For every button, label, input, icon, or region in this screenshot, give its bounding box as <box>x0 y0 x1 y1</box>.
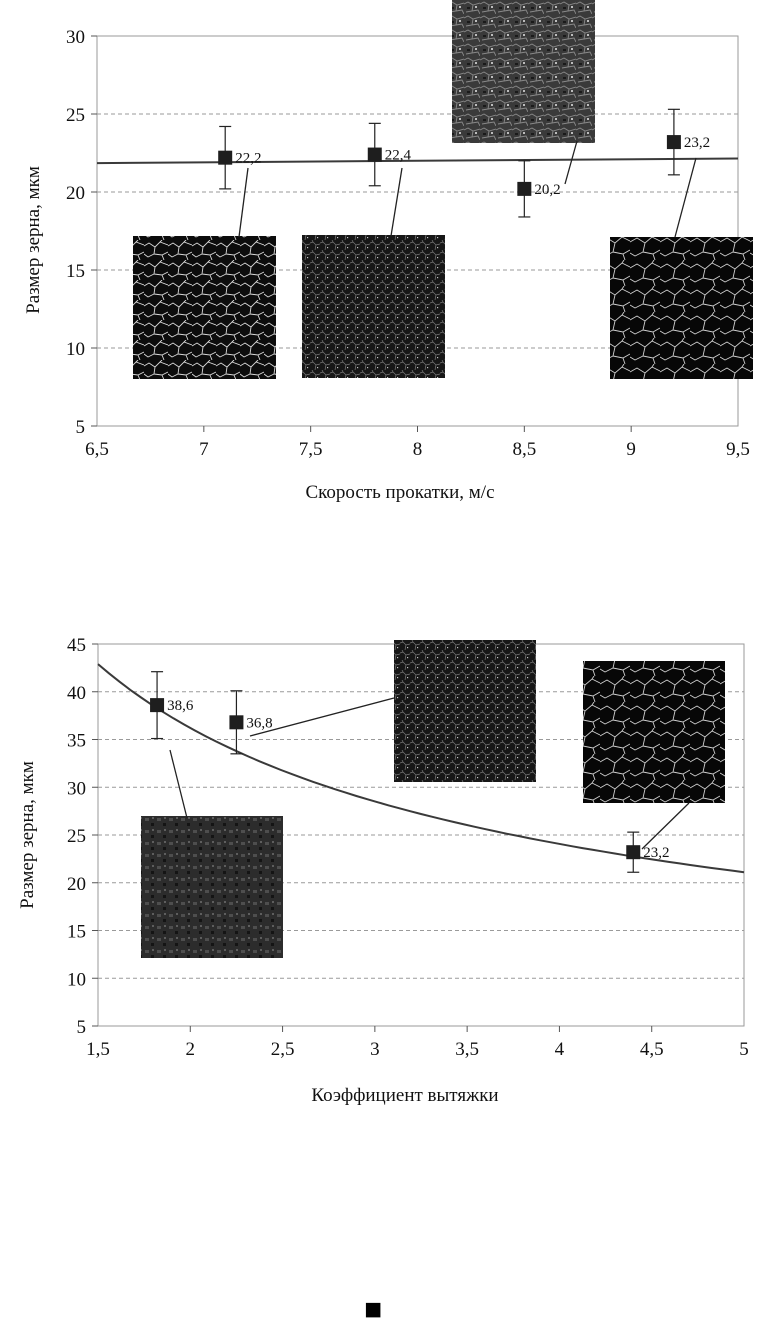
y-tick-label: 45 <box>67 635 86 656</box>
data-label: 23,2 <box>643 845 669 861</box>
data-point-marker <box>666 135 681 150</box>
y-tick-label: 15 <box>66 261 85 282</box>
x-tick-labels: 6,5 7 7,5 8 8,5 9 9,5 <box>85 439 750 460</box>
leader-line <box>564 140 578 185</box>
trendline <box>96 157 739 165</box>
micrograph-image <box>452 0 595 143</box>
data-points: 38,6 36,8 23,2 <box>150 671 670 873</box>
leader-line <box>249 697 395 737</box>
y-tick-label: 15 <box>67 922 86 943</box>
y-tick-label: 30 <box>67 778 86 799</box>
y-tick-label: 20 <box>66 183 85 204</box>
data-point-marker <box>517 181 532 196</box>
y-axis-title: Размер зерна, мкм <box>17 761 38 909</box>
data-label: 38,6 <box>167 698 194 714</box>
leader-line <box>238 167 249 238</box>
data-point-marker <box>229 715 244 730</box>
y-axis-title: Размер зерна, мкм <box>23 166 44 314</box>
y-tick-labels: 5 10 15 20 25 30 <box>66 27 85 438</box>
micrograph-image <box>394 640 536 782</box>
x-tick-label: 9 <box>626 439 636 460</box>
x-tick-label: 1,5 <box>86 1039 110 1060</box>
leader-line <box>641 802 690 850</box>
x-tick-label: 6,5 <box>85 439 109 460</box>
y-tick-label: 10 <box>66 339 85 360</box>
data-label: 22,4 <box>385 148 412 164</box>
x-tick-label: 4,5 <box>640 1039 664 1060</box>
trend-line <box>96 157 739 165</box>
x-tick-labels: 1,5 2 2,5 3 3,5 4 4,5 5 <box>86 1039 749 1060</box>
data-point-marker <box>218 150 233 165</box>
data-label: 22,2 <box>235 151 261 167</box>
x-axis-title: Скорость прокатки, м/с <box>305 482 494 503</box>
x-tick-label: 2,5 <box>271 1039 295 1060</box>
leader-line <box>390 167 403 237</box>
footer-mark: ■ <box>364 1293 382 1319</box>
leader-line <box>674 157 697 238</box>
data-point-marker <box>150 698 165 713</box>
chart-rolling-speed: 5 10 15 20 25 30 6,5 7 7,5 8 8,5 9 9,5 22,2 22,4 20,2… <box>23 0 753 503</box>
y-tick-label: 25 <box>67 826 86 847</box>
y-tick-label: 5 <box>76 417 86 438</box>
data-points: 22,2 22,4 20,2 23,2 <box>218 108 710 218</box>
x-tick-label: 5 <box>739 1039 749 1060</box>
y-tick-label: 35 <box>67 731 86 752</box>
micrograph-image <box>610 237 753 379</box>
y-tick-label: 10 <box>67 969 86 990</box>
data-label: 36,8 <box>246 715 272 731</box>
micrograph-image <box>583 661 725 803</box>
x-tick-label: 4 <box>555 1039 565 1060</box>
x-tick-label: 7,5 <box>299 439 323 460</box>
y-tick-label: 30 <box>66 27 85 48</box>
x-axis-title: Коэффициент вытяжки <box>311 1085 498 1106</box>
micrograph-image <box>133 236 276 379</box>
leader-line <box>169 749 188 819</box>
micrograph-image <box>141 816 283 958</box>
x-tick-label: 8 <box>413 439 423 460</box>
y-tick-label: 5 <box>77 1017 87 1038</box>
y-tick-label: 40 <box>67 683 86 704</box>
micrograph-image <box>302 235 445 378</box>
x-tick-label: 3 <box>370 1039 380 1060</box>
data-label: 20,2 <box>534 182 560 198</box>
x-tick-label: 3,5 <box>455 1039 479 1060</box>
data-label: 23,2 <box>684 135 710 151</box>
y-tick-label: 20 <box>67 874 86 895</box>
x-tick-label: 8,5 <box>512 439 536 460</box>
x-tick-label: 9,5 <box>726 439 750 460</box>
data-point-marker <box>626 845 641 860</box>
y-tick-label: 25 <box>66 105 85 126</box>
x-tick-label: 2 <box>186 1039 196 1060</box>
x-tick-label: 7 <box>199 439 209 460</box>
y-tick-labels: 5 10 15 20 25 30 35 40 45 <box>67 635 86 1038</box>
data-point-marker <box>367 147 382 162</box>
